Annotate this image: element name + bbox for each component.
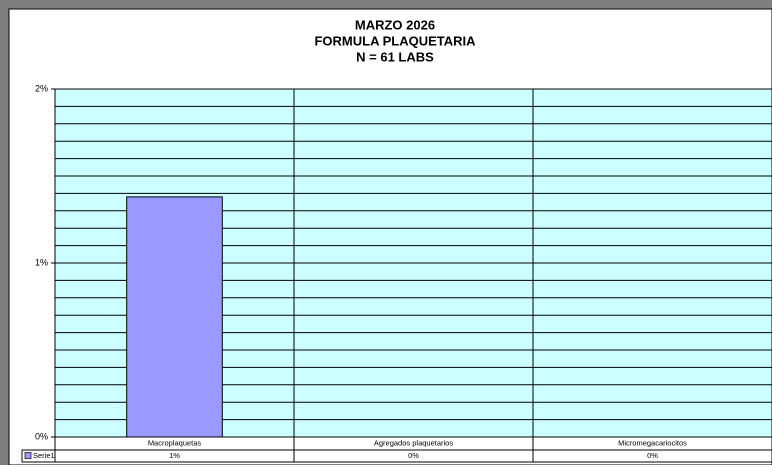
y-tick-label: 0%: [35, 431, 48, 441]
y-tick-label: 2%: [35, 83, 48, 93]
bar: [126, 196, 223, 438]
legend-key: [24, 452, 32, 459]
window-frame: [0, 0, 9, 465]
x-tick-label: Micromegacariocitos: [618, 438, 687, 447]
window-frame: [0, 0, 772, 9]
legend-label: Serie1: [33, 451, 55, 460]
value-label: 0%: [408, 451, 419, 460]
value-label: 1%: [169, 451, 180, 460]
chart-title: FORMULA PLAQUETARIA: [314, 33, 476, 48]
chart-title: N = 61 LABS: [356, 49, 434, 64]
y-tick-label: 1%: [35, 257, 48, 267]
value-label: 0%: [647, 451, 658, 460]
x-tick-label: Macroplaquetas: [148, 438, 202, 447]
chart-title: MARZO 2026: [355, 17, 435, 32]
x-tick-label: Agregados plaquetarios: [374, 438, 453, 447]
